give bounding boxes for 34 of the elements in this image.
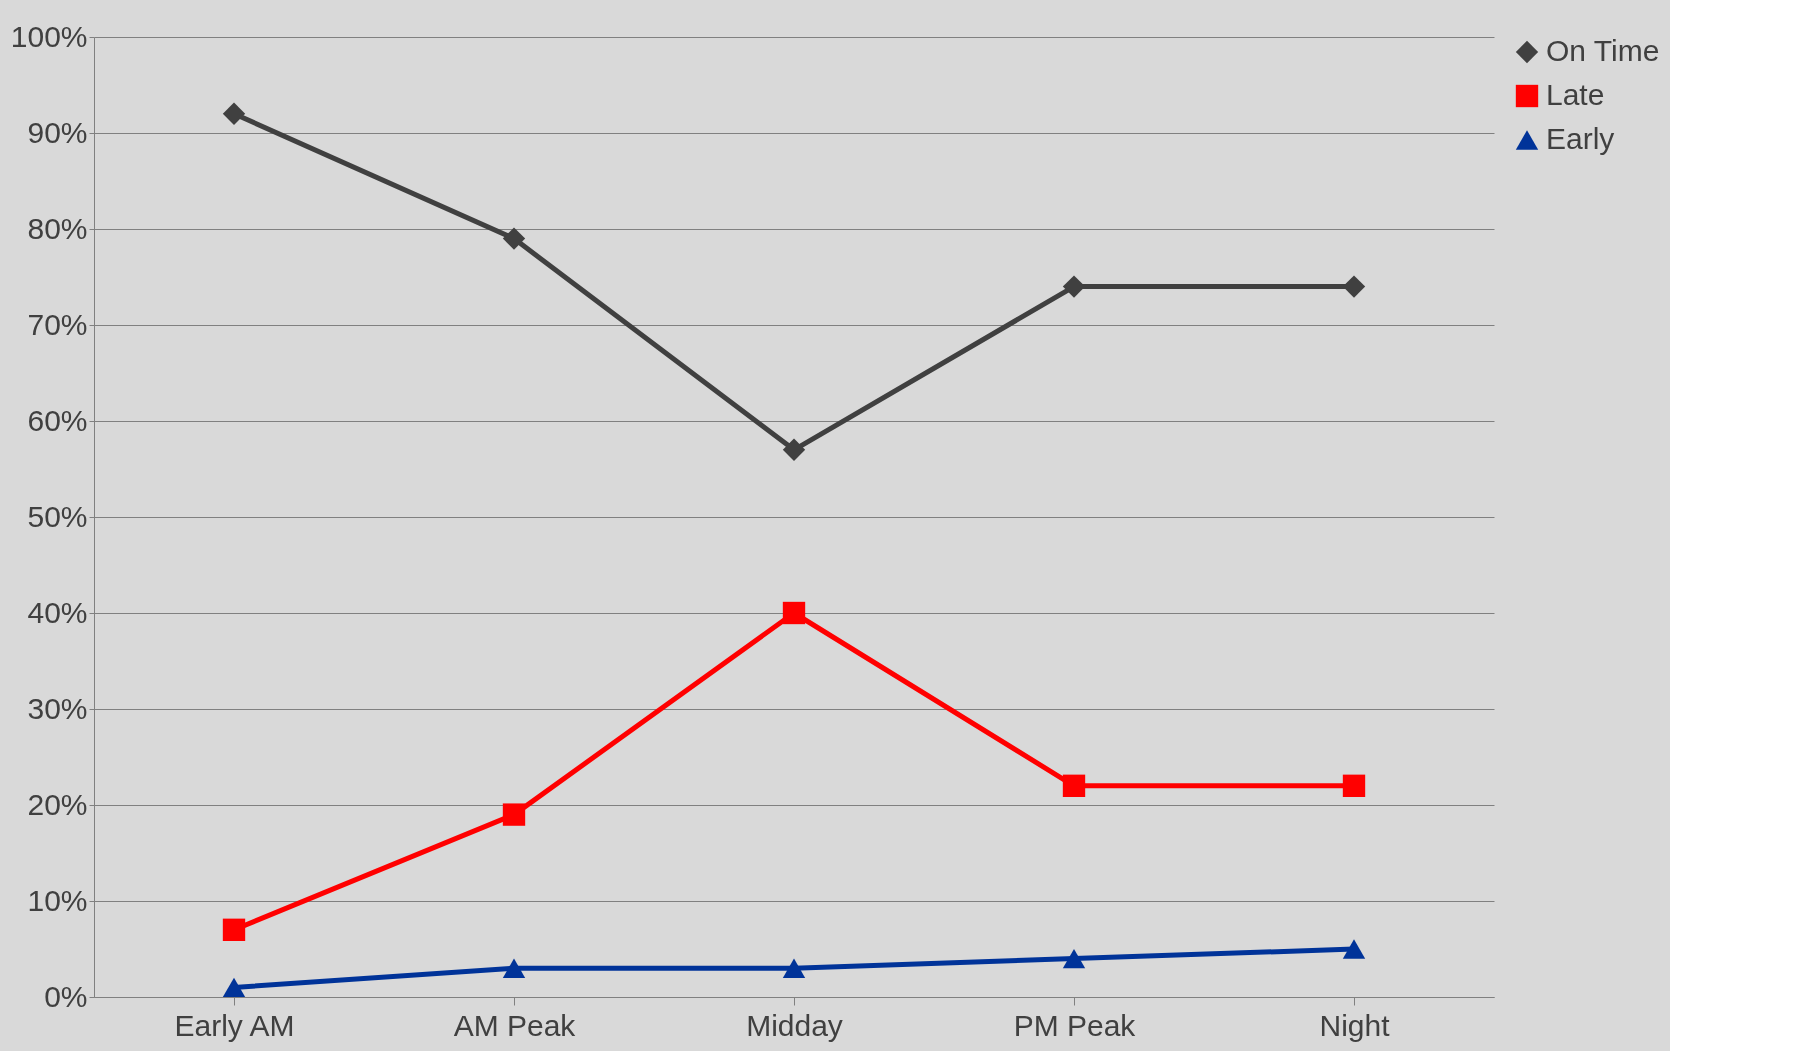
y-tick-label: 10% xyxy=(27,883,88,917)
y-tick-label: 100% xyxy=(10,19,88,53)
point xyxy=(502,227,526,250)
x-tick-label: Night xyxy=(1319,1008,1391,1042)
point xyxy=(1062,948,1086,969)
legend-label: Early xyxy=(1546,122,1615,155)
point xyxy=(1062,275,1086,298)
x-tick-label: AM Peak xyxy=(453,1008,577,1042)
x-tick-label: PM Peak xyxy=(1013,1008,1137,1042)
point xyxy=(782,958,806,978)
point xyxy=(502,803,526,826)
y-tick-label: 70% xyxy=(27,307,88,341)
x-tick-label: Midday xyxy=(746,1008,843,1042)
point xyxy=(1342,275,1366,298)
y-tick-label: 0% xyxy=(44,979,88,1013)
y-tick-label: 80% xyxy=(27,211,88,245)
y-tick-label: 30% xyxy=(27,691,88,725)
point xyxy=(1342,939,1366,959)
point xyxy=(502,958,526,978)
point xyxy=(1062,774,1086,797)
legend-label: On Time xyxy=(1546,34,1660,67)
point xyxy=(782,438,806,461)
legend-label: Late xyxy=(1546,78,1605,111)
y-tick-label: 60% xyxy=(27,403,88,437)
x-tick-label: Early AM xyxy=(174,1008,295,1042)
y-tick-label: 50% xyxy=(27,499,88,533)
point xyxy=(222,977,246,998)
point xyxy=(782,601,806,625)
y-tick-label: 20% xyxy=(27,787,88,821)
point xyxy=(222,918,246,941)
y-tick-label: 90% xyxy=(27,115,88,149)
y-tick-label: 40% xyxy=(27,595,88,629)
point xyxy=(1342,774,1366,797)
point xyxy=(222,102,246,125)
